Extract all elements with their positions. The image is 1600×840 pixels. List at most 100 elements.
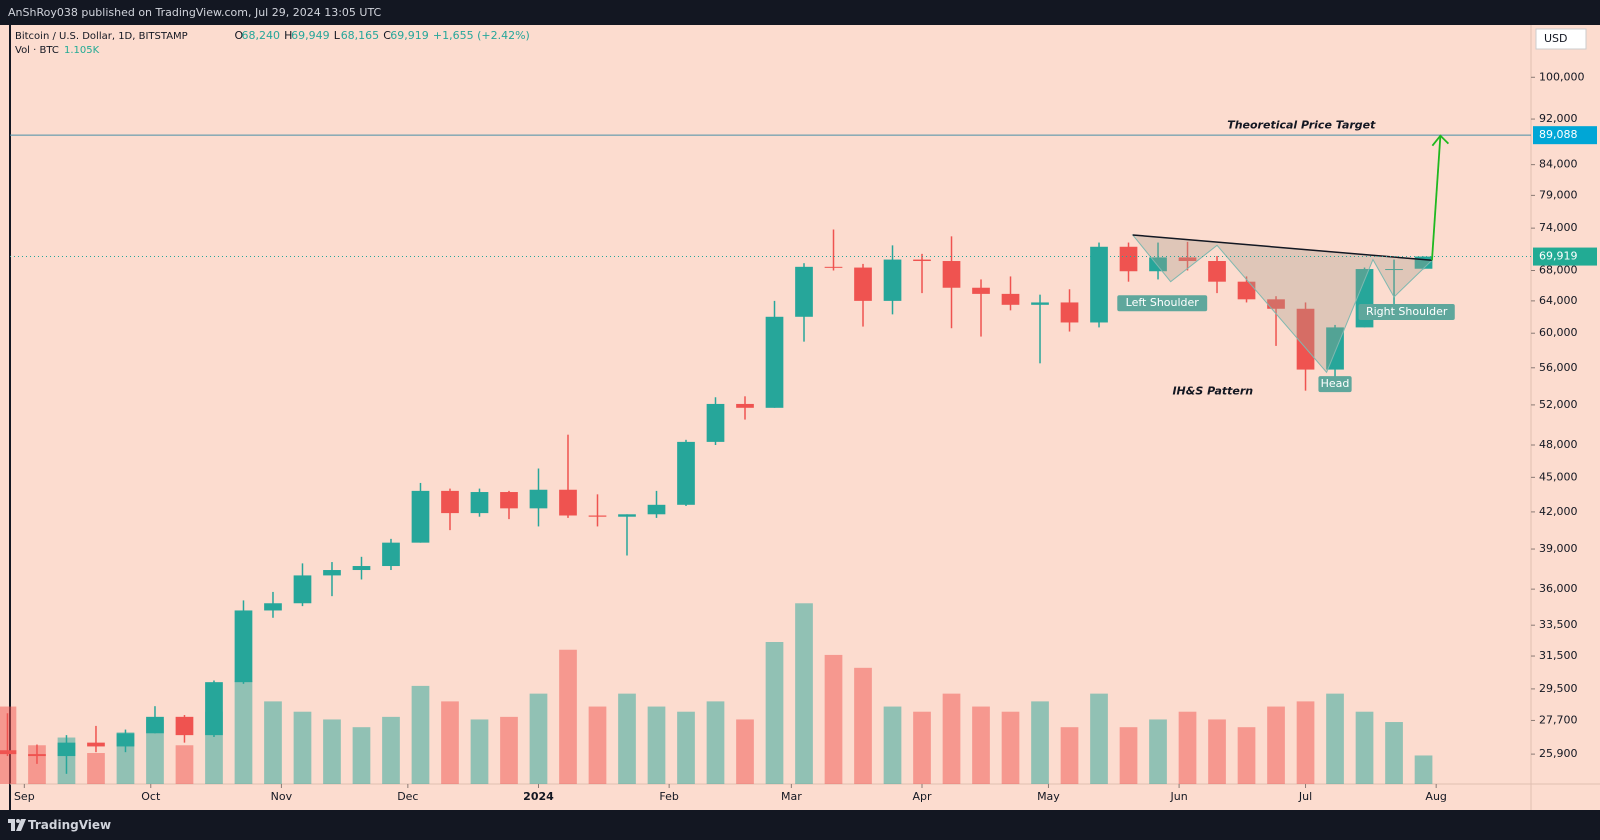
candle-body xyxy=(1001,293,1020,305)
volume-bar xyxy=(175,745,194,784)
candle-body xyxy=(146,716,164,734)
volume-bar xyxy=(441,701,459,784)
candle-body xyxy=(913,259,931,262)
candle-body xyxy=(765,316,784,408)
volume-bar xyxy=(1326,693,1344,784)
candle-body xyxy=(1208,261,1226,282)
x-tick-label: Oct xyxy=(141,790,161,803)
candle-body xyxy=(441,490,459,514)
pattern-tag: Head xyxy=(1321,377,1350,390)
volume-bar xyxy=(824,654,843,784)
candle-body xyxy=(736,403,754,408)
candle-body xyxy=(1119,246,1138,272)
candle-body xyxy=(1031,302,1049,305)
price-tag-label: 89,088 xyxy=(1539,128,1578,141)
ohlc-key: L xyxy=(334,29,341,42)
volume-bar xyxy=(677,711,695,784)
candle-body xyxy=(1296,308,1315,370)
candle-body xyxy=(1326,327,1344,370)
volume-bar xyxy=(411,685,430,784)
price-tag-label: 69,919 xyxy=(1539,250,1578,263)
chart: USD Bitcoin / U.S. Dollar, 1D, BITSTAMP … xyxy=(0,25,1600,810)
volume-bar xyxy=(1385,722,1403,784)
ohlc-key: H xyxy=(284,29,292,42)
candle-body xyxy=(234,610,253,683)
ohlc-change: +1,655 (+2.42%) xyxy=(433,29,530,42)
volume-bar xyxy=(854,667,872,784)
volume-bar xyxy=(87,753,105,784)
ohlc-key: C xyxy=(383,29,391,42)
footer-brand: TradingView xyxy=(28,818,112,832)
candle-body xyxy=(942,261,961,288)
candle-body xyxy=(588,515,607,517)
volume-bar xyxy=(913,711,931,784)
candle-body xyxy=(28,754,46,757)
candle-body xyxy=(1178,257,1197,262)
y-tick-label: 64,000 xyxy=(1539,294,1578,307)
volume-bar xyxy=(883,706,902,784)
ohlc-value: 68,240 xyxy=(242,29,281,42)
x-tick-label: Jul xyxy=(1298,790,1312,803)
candle-body xyxy=(0,750,17,755)
volume-bar xyxy=(765,642,784,784)
volume-bar xyxy=(146,719,164,784)
price-tag xyxy=(1533,126,1597,145)
candle-body xyxy=(411,490,430,543)
x-tick-label: 2024 xyxy=(523,790,554,803)
volume-bar xyxy=(1119,727,1138,784)
candle-body xyxy=(352,566,371,571)
candle-body xyxy=(972,287,990,294)
y-tick-label: 25,900 xyxy=(1539,747,1578,760)
pattern-tag: Right Shoulder xyxy=(1366,305,1448,318)
volume-label: Vol · BTC xyxy=(15,45,59,56)
candle-body xyxy=(1060,302,1079,323)
currency-box[interactable] xyxy=(1535,28,1587,50)
volume-bar xyxy=(1149,719,1167,784)
ohlc-value: 68,165 xyxy=(341,29,380,42)
volume-bar xyxy=(1060,727,1079,784)
y-tick-label: 56,000 xyxy=(1539,361,1578,374)
x-tick-label: Feb xyxy=(659,790,678,803)
volume-bar xyxy=(470,719,489,784)
volume-bar xyxy=(1090,693,1108,784)
candle-body xyxy=(264,603,282,611)
y-tick-label: 42,000 xyxy=(1539,505,1578,518)
y-tick-label: 27,700 xyxy=(1539,713,1578,726)
candle-body xyxy=(618,514,636,517)
volume-bar xyxy=(500,716,518,784)
y-tick-label: 48,000 xyxy=(1539,438,1578,451)
target-arrow xyxy=(1431,135,1442,261)
y-tick-label: 84,000 xyxy=(1539,158,1578,171)
candle-body xyxy=(323,570,341,576)
symbol-title: Bitcoin / U.S. Dollar, 1D, BITSTAMP xyxy=(15,31,188,42)
y-tick-label: 29,500 xyxy=(1539,682,1578,695)
y-tick-label: 39,000 xyxy=(1539,542,1578,555)
footer-bar: TradingView xyxy=(0,810,1600,840)
price-tag xyxy=(1533,247,1597,266)
volume-bar xyxy=(1355,711,1374,784)
x-tick-label: Aug xyxy=(1425,790,1446,803)
pattern-tag-box xyxy=(1117,295,1208,312)
volume-bar xyxy=(1237,727,1256,784)
volume-last: 1.105K xyxy=(64,45,100,56)
ihs-pattern xyxy=(1131,234,1434,374)
annotation-text: IH&S Pattern xyxy=(1172,385,1253,398)
y-tick-label: 45,000 xyxy=(1539,470,1578,483)
candle-body xyxy=(677,441,695,505)
candle-body xyxy=(1385,269,1403,271)
y-tick-label: 31,500 xyxy=(1539,649,1578,662)
y-tick-label: 79,000 xyxy=(1539,188,1578,201)
candle-body xyxy=(382,542,400,567)
candle-body xyxy=(500,492,518,509)
x-tick-label: Mar xyxy=(781,790,802,803)
y-tick-label: 36,000 xyxy=(1539,582,1578,595)
x-tick-label: Apr xyxy=(912,790,932,803)
x-tick-label: Nov xyxy=(271,790,293,803)
volume-bar xyxy=(706,701,725,784)
volume-bar xyxy=(559,649,577,784)
volume-bar xyxy=(1001,711,1020,784)
volume-bar xyxy=(382,716,400,784)
volume-bar xyxy=(795,603,813,784)
candle-body xyxy=(205,682,223,736)
